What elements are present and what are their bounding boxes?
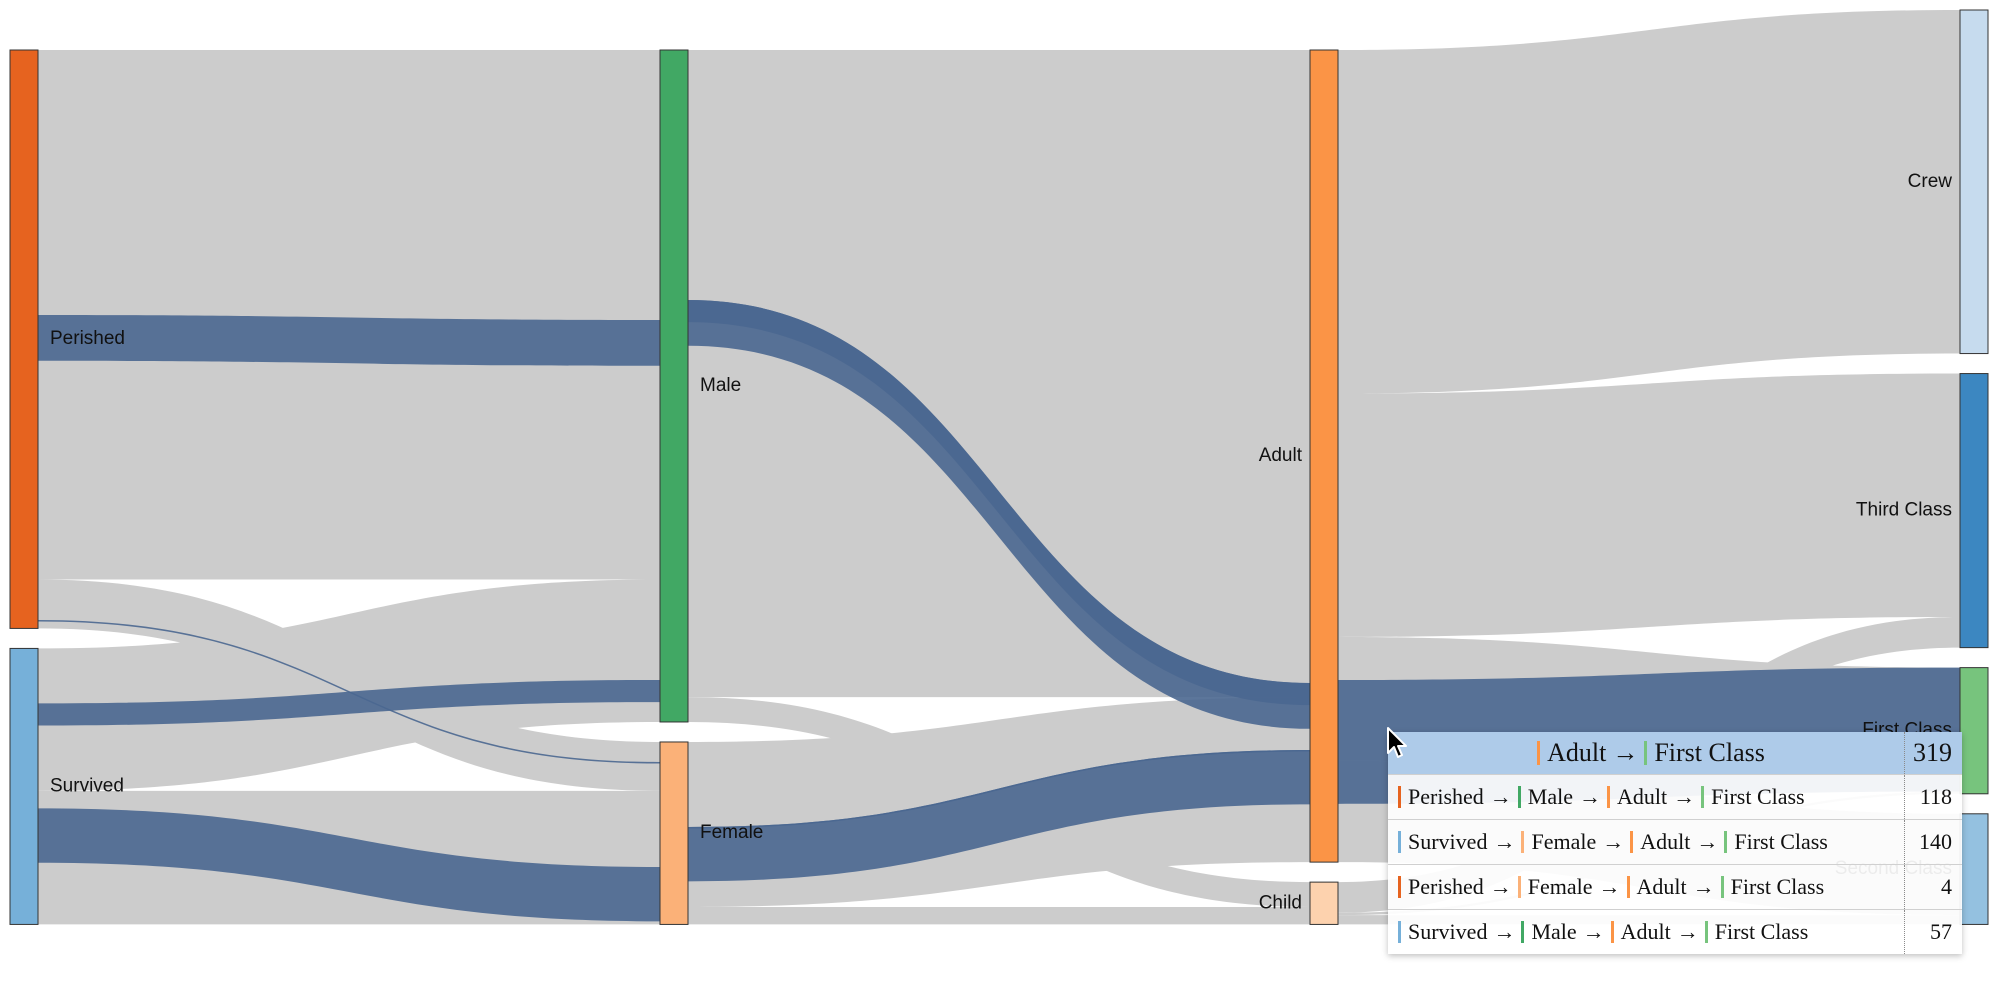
sankey-link[interactable] bbox=[1338, 373, 1960, 637]
tooltip-step-label: Perished bbox=[1408, 784, 1484, 809]
node-color-swatch bbox=[1701, 786, 1705, 808]
arrow-icon: → bbox=[1696, 829, 1719, 854]
tooltip-step-label: First Class bbox=[1734, 829, 1828, 854]
arrow-icon: → bbox=[1582, 919, 1605, 944]
sankey-link[interactable] bbox=[688, 906, 1310, 925]
node-perished[interactable] bbox=[9, 49, 39, 629]
sankey-link[interactable] bbox=[38, 579, 660, 791]
arrow-icon: → bbox=[1578, 784, 1601, 809]
tooltip-step-label: First Class bbox=[1714, 919, 1809, 944]
node-label: Adult bbox=[1259, 445, 1303, 466]
highlighted-link[interactable] bbox=[688, 750, 1310, 829]
arrow-icon: → bbox=[1676, 919, 1699, 944]
node-color-swatch bbox=[1517, 786, 1521, 808]
arrow-icon: → bbox=[1493, 829, 1516, 854]
node-female[interactable] bbox=[659, 741, 689, 925]
node-color-swatch bbox=[1398, 786, 1401, 808]
arrow-icon: → bbox=[1602, 829, 1625, 854]
node-male[interactable] bbox=[659, 49, 689, 723]
tooltip-step-label: Survived bbox=[1408, 829, 1488, 854]
arrow-icon: → bbox=[1493, 919, 1516, 944]
node-label: Crew bbox=[1908, 171, 1953, 192]
tooltip-step-label: Female bbox=[1531, 829, 1597, 854]
tooltip-step-label: Adult bbox=[1636, 874, 1687, 899]
tooltip-step-label: Female bbox=[1527, 874, 1593, 899]
tooltip-row: Survived → Male → Adult → First Class 57 bbox=[1388, 909, 1962, 954]
highlighted-link[interactable] bbox=[688, 300, 1310, 729]
node-color-swatch bbox=[1630, 831, 1634, 853]
tooltip-step-label: Adult bbox=[1640, 829, 1691, 854]
arrow-icon: → bbox=[1673, 784, 1696, 809]
sankey-nodes bbox=[9, 9, 1989, 925]
arrow-icon: → bbox=[1598, 874, 1621, 899]
tooltip-row: Perished → Female → Adult → First Class 4 bbox=[1388, 864, 1962, 909]
tooltip-header-from: Adult bbox=[1547, 738, 1607, 767]
node-color-swatch bbox=[1626, 876, 1630, 898]
node-color-swatch bbox=[1398, 876, 1401, 898]
node-color-swatch bbox=[1521, 831, 1525, 853]
tooltip-step-label: First Class bbox=[1730, 874, 1825, 899]
tooltip-header: Adult → First Class 319 bbox=[1388, 732, 1962, 774]
node-label: Perished bbox=[50, 328, 125, 349]
tooltip-header-to: First Class bbox=[1654, 738, 1765, 767]
node-third-class[interactable] bbox=[1959, 373, 1989, 649]
tooltip-step-label: Adult bbox=[1620, 919, 1671, 944]
node-color-swatch bbox=[1537, 741, 1541, 765]
tooltip-step-label: Male bbox=[1531, 919, 1577, 944]
tooltip-step-label: Survived bbox=[1408, 919, 1488, 944]
node-color-swatch bbox=[1720, 876, 1724, 898]
node-color-swatch bbox=[1704, 921, 1708, 943]
node-color-swatch bbox=[1398, 921, 1401, 943]
tooltip-row-value: 57 bbox=[1904, 910, 1962, 954]
node-second-class[interactable] bbox=[1959, 813, 1989, 925]
arrow-icon: → bbox=[1489, 784, 1512, 809]
tooltip-step-label: Adult bbox=[1616, 784, 1668, 809]
highlighted-link[interactable] bbox=[38, 680, 660, 726]
highlighted-link[interactable] bbox=[38, 315, 660, 366]
tooltip-row-value: 140 bbox=[1904, 820, 1962, 864]
node-color-swatch bbox=[1521, 921, 1525, 943]
node-label: Female bbox=[700, 822, 763, 843]
tooltip-step-label: Male bbox=[1527, 784, 1573, 809]
node-crew[interactable] bbox=[1959, 9, 1989, 355]
sankey-link[interactable] bbox=[38, 50, 660, 580]
node-color-swatch bbox=[1610, 921, 1614, 943]
tooltip-row: Perished → Male → Adult → First Class 118 bbox=[1388, 774, 1962, 819]
sankey-link[interactable] bbox=[688, 50, 1310, 698]
tooltip-row: Survived → Female → Adult → First Class 140 bbox=[1388, 819, 1962, 864]
highlighted-link[interactable] bbox=[688, 750, 1310, 882]
node-survived[interactable] bbox=[9, 647, 39, 925]
tooltip-header-value: 319 bbox=[1904, 732, 1962, 774]
node-first-class[interactable] bbox=[1959, 667, 1989, 795]
node-color-swatch bbox=[1517, 876, 1521, 898]
node-label: Survived bbox=[50, 775, 124, 796]
sankey-labels: Perished Survived Male Female Adult Child Crew… bbox=[50, 171, 1952, 913]
path-tooltip: Adult → First Class 319 Perished → Male → Ad… bbox=[1388, 732, 1962, 954]
highlighted-link[interactable] bbox=[688, 300, 1310, 706]
node-label: Child bbox=[1259, 892, 1302, 913]
mouse-pointer-icon bbox=[1387, 727, 1407, 758]
arrow-icon: → bbox=[1692, 874, 1715, 899]
arrow-icon: → bbox=[1612, 738, 1639, 767]
node-color-swatch bbox=[1724, 831, 1728, 853]
node-color-swatch bbox=[1606, 786, 1610, 808]
node-color-swatch bbox=[1398, 831, 1401, 853]
node-label: Third Class bbox=[1856, 500, 1952, 521]
tooltip-step-label: First Class bbox=[1711, 784, 1805, 809]
node-label: Male bbox=[700, 375, 741, 396]
node-adult[interactable] bbox=[1309, 49, 1339, 863]
tooltip-row-value: 4 bbox=[1904, 865, 1962, 909]
tooltip-step-label: Perished bbox=[1408, 874, 1484, 899]
tooltip-row-value: 118 bbox=[1904, 775, 1962, 819]
node-color-swatch bbox=[1644, 741, 1648, 765]
arrow-icon: → bbox=[1489, 874, 1512, 899]
highlighted-link[interactable] bbox=[38, 808, 660, 922]
sankey-link[interactable] bbox=[1338, 10, 1960, 394]
node-child[interactable] bbox=[1309, 881, 1339, 925]
